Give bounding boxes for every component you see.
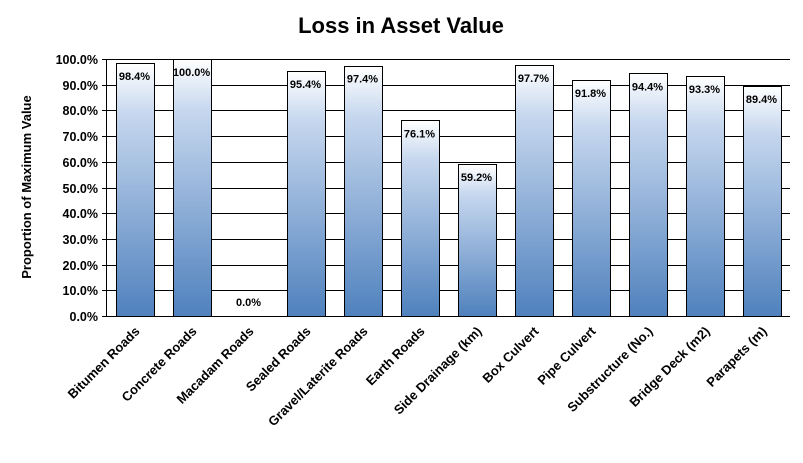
y-tick-label: 60.0% bbox=[63, 156, 98, 170]
bar bbox=[116, 63, 155, 317]
bar bbox=[173, 59, 212, 317]
bar bbox=[515, 65, 554, 317]
data-label: 95.4% bbox=[290, 79, 321, 91]
data-label: 0.0% bbox=[236, 297, 261, 309]
x-tick-label: Gravel/Laterite Roads bbox=[265, 324, 371, 430]
y-tick-label: 80.0% bbox=[63, 104, 98, 118]
y-tick-label: 90.0% bbox=[63, 79, 98, 93]
y-tick-label: 70.0% bbox=[63, 130, 98, 144]
data-label: 97.4% bbox=[347, 74, 378, 86]
data-label: 98.4% bbox=[119, 71, 150, 83]
gridlines bbox=[102, 59, 790, 317]
bar bbox=[287, 71, 326, 317]
y-tick-label: 40.0% bbox=[63, 207, 98, 221]
bar bbox=[458, 164, 497, 317]
data-label: 100.0% bbox=[173, 67, 211, 79]
y-tick-label: 50.0% bbox=[63, 182, 98, 196]
data-label: 91.8% bbox=[575, 88, 606, 100]
bar bbox=[344, 66, 383, 317]
bars bbox=[116, 59, 782, 317]
x-tick-label: Parapets (m) bbox=[703, 324, 769, 390]
y-tick-label: 20.0% bbox=[63, 259, 98, 273]
bar bbox=[629, 73, 668, 317]
bar bbox=[686, 76, 725, 317]
y-tick-label: 0.0% bbox=[70, 310, 99, 324]
chart-title: Loss in Asset Value bbox=[298, 13, 504, 38]
data-label: 89.4% bbox=[746, 94, 777, 106]
x-tick-label: Box Culvert bbox=[479, 323, 542, 386]
y-tick-label: 10.0% bbox=[63, 284, 98, 298]
bar bbox=[572, 80, 611, 317]
y-tick-label: 30.0% bbox=[63, 233, 98, 247]
data-label: 59.2% bbox=[461, 172, 492, 184]
data-label: 97.7% bbox=[518, 73, 549, 85]
data-label: 76.1% bbox=[404, 128, 435, 140]
data-label: 93.3% bbox=[689, 84, 720, 96]
y-tick-label: 100.0% bbox=[56, 53, 98, 67]
data-label: 94.4% bbox=[632, 81, 663, 93]
y-axis-ticks: 0.0% 10.0% 20.0% 30.0% 40.0% 50.0% 60.0% 70.0% 8… bbox=[56, 53, 98, 324]
bar bbox=[401, 120, 440, 317]
bar bbox=[743, 86, 782, 317]
data-labels: 98.4% 100.0% 0.0% 95.4% 97.4% 76.1% 59.2% 97.7%… bbox=[119, 67, 777, 309]
y-axis-label: Proportion of Maximum Value bbox=[19, 95, 34, 278]
